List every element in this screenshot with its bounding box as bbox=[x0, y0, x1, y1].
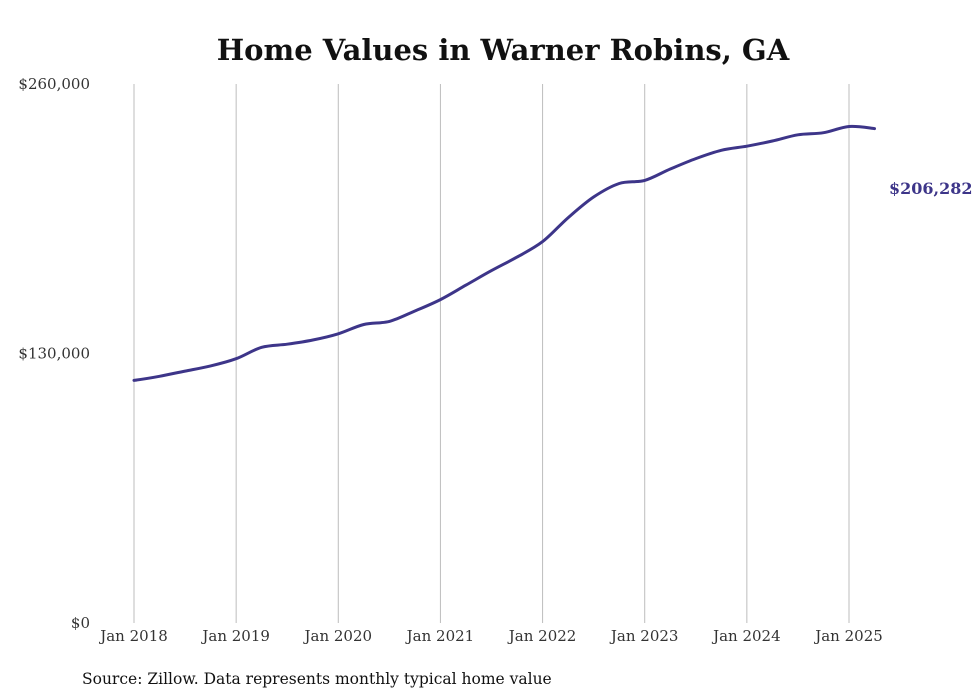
x-tick-label: Jan 2024 bbox=[711, 627, 781, 645]
y-tick-label: $130,000 bbox=[18, 345, 90, 363]
x-tick-label: Jan 2021 bbox=[405, 627, 475, 645]
home-value-line bbox=[132, 124, 876, 382]
grid-lines bbox=[133, 84, 850, 623]
x-tick-label: Jan 2018 bbox=[98, 627, 168, 645]
y-tick-label: $260,000 bbox=[18, 75, 90, 93]
x-tick-label: Jan 2020 bbox=[303, 627, 373, 645]
series-layer bbox=[132, 124, 876, 382]
source-note: Source: Zillow. Data represents monthly … bbox=[82, 670, 552, 688]
y-tick-label: $0 bbox=[71, 614, 90, 632]
x-tick-label: Jan 2025 bbox=[813, 627, 883, 645]
x-tick-label: Jan 2019 bbox=[200, 627, 270, 645]
x-tick-label: Jan 2022 bbox=[507, 627, 577, 645]
x-axis-ticks: Jan 2018 Jan 2019 Jan 2020 Jan 2021 Jan 2022… bbox=[98, 627, 883, 645]
x-tick-label: Jan 2023 bbox=[609, 627, 679, 645]
chart-title: Home Values in Warner Robins, GA bbox=[217, 33, 790, 67]
y-axis-ticks: $0 $130,000 $260,000 bbox=[18, 75, 90, 632]
latest-value-label: $206,282 bbox=[889, 179, 973, 198]
